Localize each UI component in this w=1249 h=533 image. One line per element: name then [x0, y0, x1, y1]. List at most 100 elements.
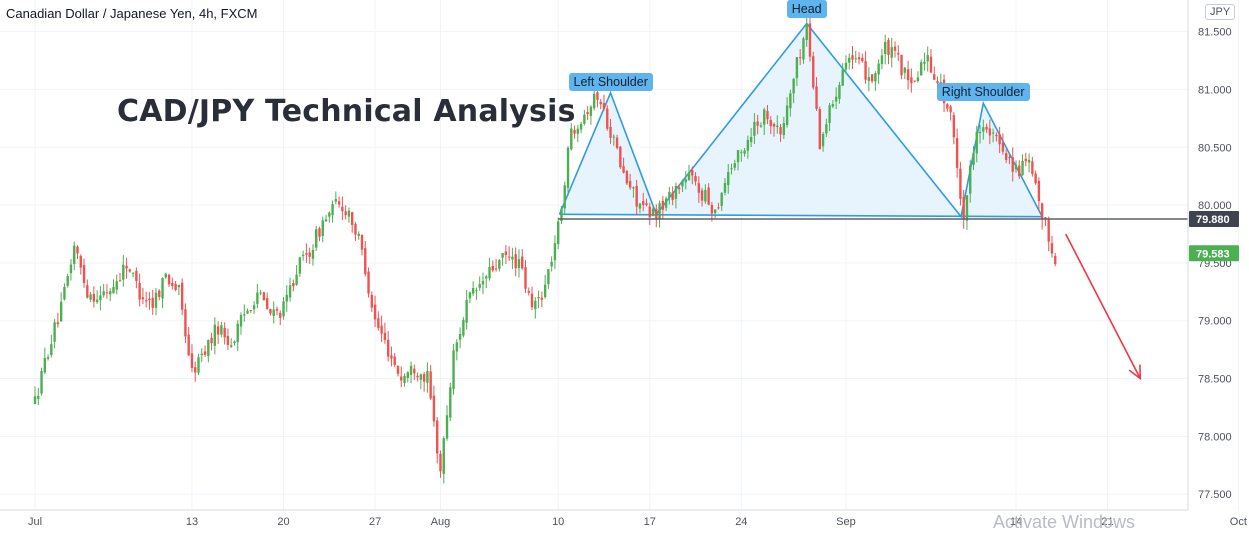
candle-body — [265, 298, 269, 309]
candle-body — [923, 61, 926, 64]
time-axis[interactable]: Jul 13 20 27 Aug 10 17 24 Sep 14 21 Oct — [28, 516, 1247, 528]
left-shoulder-label[interactable]: Left Shoulder — [568, 72, 653, 91]
candle-body — [180, 282, 184, 310]
price-tick-label: 77.500 — [1198, 489, 1232, 501]
candle-body — [785, 105, 789, 125]
candle-body — [164, 273, 167, 278]
candle-body — [305, 253, 308, 255]
candle-body — [220, 325, 223, 335]
candle-body — [321, 220, 324, 237]
candle-body — [50, 344, 53, 356]
candle-body — [808, 23, 812, 57]
activate-windows-watermark: Activate Windows — [993, 512, 1136, 532]
candle-body — [203, 351, 207, 355]
candle-body — [543, 284, 547, 298]
candle-body — [606, 108, 609, 129]
candle-body — [390, 355, 393, 359]
candle-body — [350, 212, 354, 225]
candle-body — [969, 165, 972, 194]
candle-body — [403, 375, 406, 383]
price-tick-label: 78.000 — [1198, 431, 1232, 443]
candle-body — [331, 204, 334, 216]
candle-body — [609, 126, 612, 138]
candle-body — [638, 203, 642, 209]
candle-body — [40, 371, 43, 394]
candle-body — [1031, 161, 1034, 174]
candle-body — [579, 123, 583, 130]
candle-body — [622, 166, 625, 173]
candle-body — [975, 131, 978, 154]
candle-body — [468, 292, 472, 299]
candle-body — [236, 323, 239, 343]
price-marker-label: 79.583 — [1196, 248, 1230, 260]
candle-body — [373, 304, 377, 320]
candle-body — [635, 185, 638, 207]
candle-body — [210, 337, 213, 344]
candle-body — [148, 298, 151, 301]
candle-body — [874, 73, 877, 82]
candle-body — [125, 265, 128, 269]
currency-badge[interactable]: JPY — [1205, 4, 1236, 20]
candle-body — [239, 314, 243, 327]
candle-body — [534, 300, 537, 309]
candle-body — [740, 151, 743, 153]
candle-body — [730, 168, 733, 170]
candle-body — [887, 39, 890, 55]
candle-body — [795, 57, 799, 79]
candle-body — [360, 234, 364, 250]
candle-body — [455, 342, 459, 352]
candle-body — [844, 62, 848, 70]
candle-body — [109, 291, 112, 295]
candle-body — [674, 185, 678, 199]
candle-body — [524, 267, 527, 289]
candle-body — [677, 187, 681, 190]
candle-body — [377, 318, 380, 329]
candle-body — [135, 270, 138, 281]
candle-body — [223, 327, 226, 338]
candle-body — [900, 54, 903, 76]
candle-body — [367, 271, 370, 294]
candle-body — [308, 252, 311, 257]
candle-body — [1044, 217, 1047, 220]
candle-body — [282, 301, 285, 317]
projection-arrow-line — [1064, 233, 1141, 379]
candle-body — [573, 130, 576, 134]
right-shoulder-label[interactable]: Right Shoulder — [936, 83, 1030, 102]
candle-body — [838, 84, 841, 99]
candle-body — [501, 253, 504, 258]
candle-body — [831, 104, 835, 107]
candle-body — [720, 192, 723, 206]
candle-body — [560, 208, 563, 221]
candle-body — [648, 206, 651, 218]
candle-body — [982, 127, 985, 132]
time-tick-label: 24 — [735, 516, 747, 528]
candle-body — [707, 187, 710, 205]
candle-body — [475, 290, 478, 292]
price-tick-label: 80.500 — [1198, 142, 1232, 154]
candle-body — [357, 233, 360, 236]
candle-body — [279, 312, 282, 318]
candle-body — [906, 69, 910, 81]
candle-body — [1040, 203, 1044, 220]
candle-body — [406, 372, 409, 379]
candle-body — [998, 134, 1001, 145]
candle-body — [311, 249, 315, 259]
time-tick-label: Jul — [28, 516, 42, 528]
candle-body — [99, 295, 102, 301]
candle-body — [465, 299, 468, 323]
candle-body — [612, 136, 615, 138]
candle-body — [1047, 219, 1050, 242]
candle-body — [436, 420, 439, 454]
candle-body — [63, 286, 66, 300]
candle-body — [416, 375, 419, 378]
candle-body — [825, 124, 828, 134]
candle-body — [233, 341, 236, 344]
head-label[interactable]: Head — [786, 0, 827, 19]
candle-body — [815, 86, 818, 109]
price-axis[interactable]: 77.50078.00078.50079.00079.50080.00080.5… — [1198, 27, 1232, 502]
candle-body — [386, 339, 390, 357]
candle-body — [704, 189, 707, 202]
candle-body — [491, 265, 494, 271]
candle-body — [66, 276, 69, 286]
